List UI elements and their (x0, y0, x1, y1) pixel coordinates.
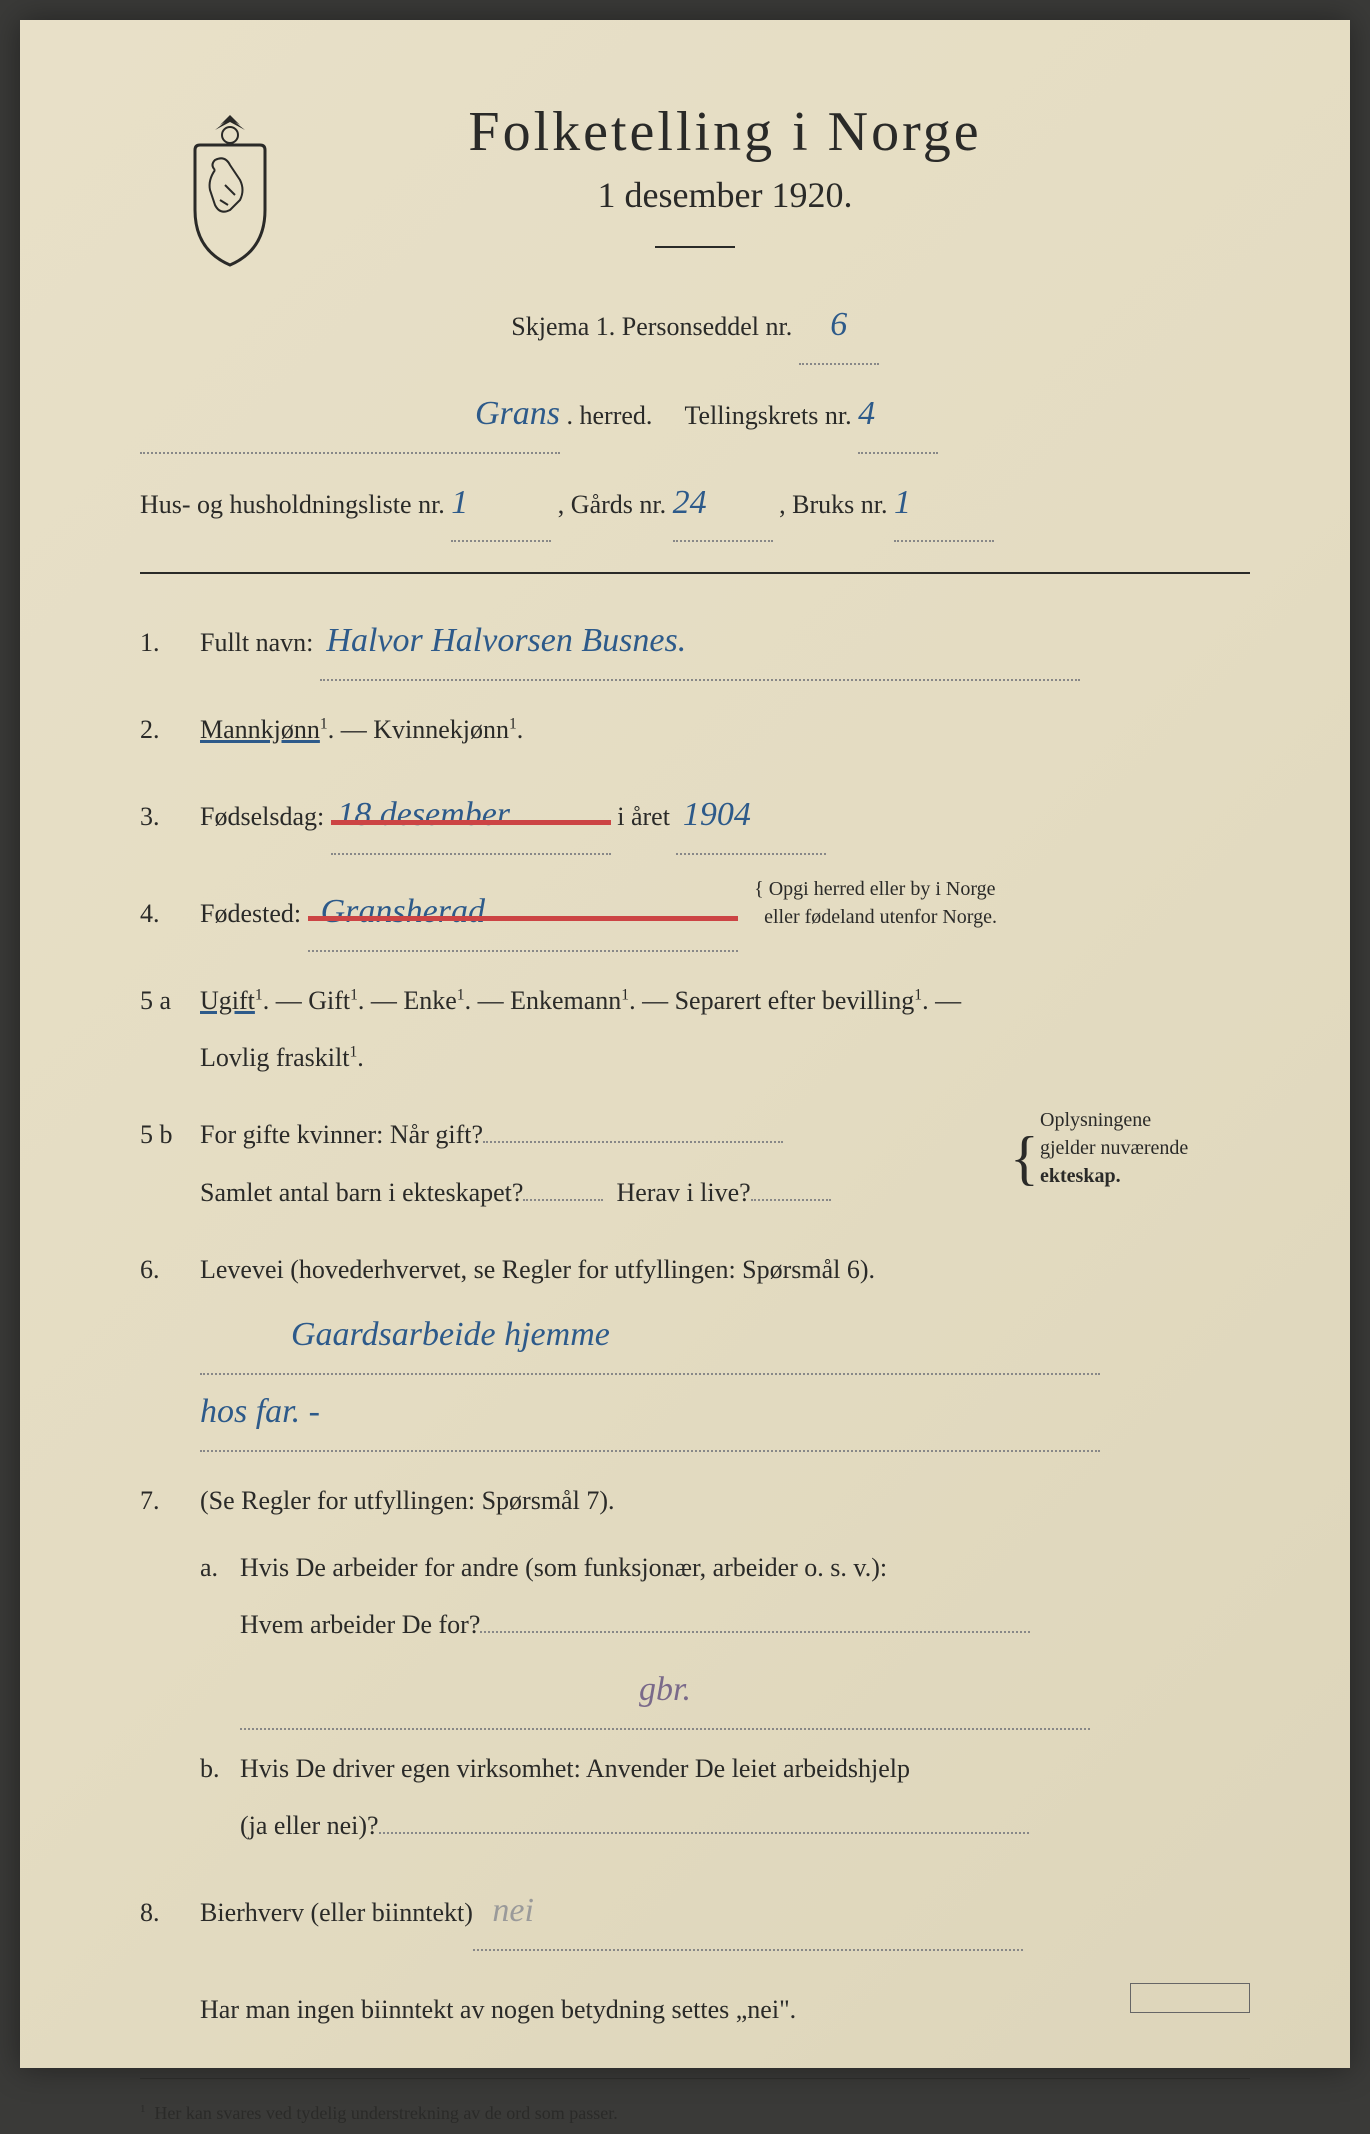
q5a: 5 a Ugift1. — Gift1. — Enke1. — Enkemann… (140, 972, 1250, 1086)
q7a-line1: Hvis De arbeider for andre (som funksjon… (240, 1553, 887, 1582)
q7a-num: a. (200, 1539, 240, 1730)
q7a-line2: Hvem arbeider De for? (240, 1610, 480, 1639)
q2-num: 2. (140, 701, 200, 758)
q1-value: Halvor Halvorsen Busnes. (326, 622, 686, 659)
q6-num: 6. (140, 1241, 200, 1298)
q5b-num: 5 b (140, 1106, 200, 1163)
personseddel-nr: 6 (830, 306, 847, 343)
q6-value1: Gaardsarbeide hjemme (291, 1316, 610, 1353)
q7b-line1: Hvis De driver egen virksomhet: Anvender… (240, 1754, 910, 1783)
husliste-nr: 1 (451, 484, 468, 521)
q6-label: Levevei (hovederhvervet, se Regler for u… (200, 1255, 875, 1284)
crest-svg (170, 110, 290, 270)
printer-stamp (1130, 1983, 1250, 2013)
husliste-label: Hus- og husholdningsliste nr. (140, 490, 445, 519)
skjema-label: Skjema 1. Personseddel nr. (511, 312, 792, 341)
q3-year: 1904 (683, 796, 751, 833)
meta-line-3: Hus- og husholdningsliste nr. 1 , Gårds … (140, 466, 1250, 543)
tellingskrets-nr: 4 (858, 395, 875, 432)
q8: 8. Bierhverv (eller biinntekt) nei (140, 1874, 1250, 1951)
herred-value: Grans (475, 395, 560, 432)
form-body: Skjema 1. Personseddel nr. 6 Grans . her… (140, 288, 1250, 2134)
q2-kvinne: Kvinnekjønn (373, 715, 509, 744)
q5b-q3: Herav i live? (616, 1178, 750, 1207)
norway-crest-icon (170, 110, 290, 270)
q5a-num: 5 a (140, 972, 200, 1029)
q5b-note2: gjelder nuværende (1040, 1137, 1188, 1159)
q2-mann: Mannkjønn (200, 715, 320, 744)
q7b-line2: (ja eller nei)? (240, 1811, 379, 1840)
q3: 3. Fødselsdag: 18 desember i året 1904 (140, 778, 1250, 855)
q8-value: nei (492, 1892, 534, 1929)
page-title: Folketelling i Norge (140, 100, 1250, 164)
q7-label: (Se Regler for utfyllingen: Spørsmål 7). (200, 1486, 614, 1515)
page-subtitle: 1 desember 1920. (140, 174, 1250, 216)
q2: 2. Mannkjønn1. — Kvinnekjønn1. (140, 701, 1250, 758)
q1: 1. Fullt navn: Halvor Halvorsen Busnes. (140, 604, 1250, 681)
q5a-ugift: Ugift (200, 986, 255, 1015)
q4-num: 4. (140, 885, 200, 942)
q1-num: 1. (140, 614, 200, 671)
census-form-page: Folketelling i Norge 1 desember 1920. Sk… (20, 20, 1350, 2068)
q5b-q2: Samlet antal barn i ekteskapet? (200, 1178, 523, 1207)
q5b: 5 b For gifte kvinner: Når gift? Samlet … (140, 1106, 1250, 1220)
q4-note1: Opgi herred eller by i Norge (769, 878, 996, 900)
q4: 4. Fødested: Gransherad { Opgi herred el… (140, 875, 1250, 952)
q6: 6. Levevei (hovederhvervet, se Regler fo… (140, 1241, 1250, 1452)
q4-label: Fødested: (200, 899, 301, 928)
q4-note2: eller fødeland utenfor Norge. (764, 906, 997, 928)
q7: 7. (Se Regler for utfyllingen: Spørsmål … (140, 1472, 1250, 1855)
meta-line-2: Grans . herred. Tellingskrets nr. 4 (140, 377, 1250, 454)
q3-num: 3. (140, 788, 200, 845)
q3-year-label: i året (617, 802, 670, 831)
gards-nr: 24 (673, 484, 707, 521)
q7a-value: gbr. (639, 1671, 691, 1708)
q5b-note3: ekteskap. (1040, 1165, 1121, 1187)
header: Folketelling i Norge 1 desember 1920. (140, 100, 1250, 248)
tellingskrets-label: Tellingskrets nr. (684, 401, 851, 430)
q8-num: 8. (140, 1884, 200, 1941)
q7b-num: b. (200, 1740, 240, 1854)
divider-1 (140, 572, 1250, 574)
gards-label: , Gårds nr. (558, 490, 666, 519)
q7-num: 7. (140, 1472, 200, 1529)
q5b-q1: For gifte kvinner: Når gift? (200, 1120, 483, 1149)
herred-label: . herred. (567, 401, 653, 430)
q3-day: 18 desember (337, 796, 510, 833)
q3-label: Fødselsdag: (200, 802, 324, 831)
q8-label: Bierhverv (eller biinntekt) (200, 1898, 473, 1927)
q4-value: Gransherad (321, 893, 485, 930)
q6-value2: hos far. - (200, 1393, 320, 1430)
footer-note: Har man ingen biinntekt av nogen betydni… (200, 1981, 1250, 2038)
footnote: 1 Her kan svares ved tydelig understrekn… (140, 2078, 1250, 2134)
q5b-note1: Oplysningene (1040, 1109, 1151, 1131)
header-divider (655, 246, 735, 248)
q1-label: Fullt navn: (200, 628, 313, 657)
bruks-label: , Bruks nr. (779, 490, 887, 519)
q5a-line2: Lovlig fraskilt (200, 1043, 349, 1072)
meta-line-1: Skjema 1. Personseddel nr. 6 (140, 288, 1250, 365)
bruks-nr: 1 (894, 484, 911, 521)
